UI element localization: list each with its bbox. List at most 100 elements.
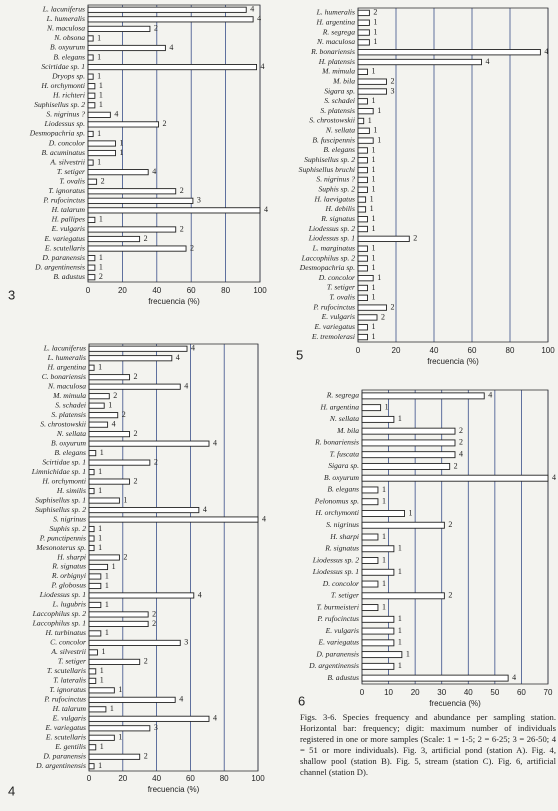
abundance-label: 1 (398, 567, 402, 576)
bar (357, 284, 368, 292)
bar (88, 677, 97, 684)
abundance-label: 1 (372, 322, 376, 331)
bar (88, 488, 95, 495)
category-label: S. nigrinus ? (46, 110, 85, 119)
category-label: S. platensis (51, 410, 86, 419)
bar (88, 601, 102, 609)
bar (88, 582, 102, 590)
abundance-label: 1 (398, 414, 402, 423)
category-label: Sigara sp. (324, 86, 355, 95)
category-label: Dryops sp. (51, 71, 85, 80)
category-label: A. silvestrii (49, 157, 85, 166)
category-label: Suphisellus bruchi (299, 165, 355, 174)
abundance-label: 2 (154, 24, 158, 33)
category-label: Laccophilus sp. 2 (32, 609, 87, 618)
bar (88, 744, 97, 751)
abundance-label: 4 (459, 450, 463, 459)
bar (357, 245, 368, 252)
abundance-label: 2 (113, 391, 117, 400)
category-label: Liodessus sp. 1 (308, 234, 355, 243)
bar (357, 265, 368, 272)
bar (357, 29, 370, 36)
category-label: R. signatus (324, 544, 359, 553)
x-tick-label: 20 (392, 346, 401, 355)
category-label: T. setiger (58, 657, 86, 666)
abundance-label: 2 (144, 234, 148, 243)
abundance-label: 1 (105, 628, 109, 637)
bar (87, 44, 166, 52)
abundance-label: 1 (118, 733, 122, 742)
abundance-label: 1 (398, 638, 402, 647)
category-label: L. humeralis (47, 353, 86, 362)
category-label: S. schadei (55, 400, 86, 409)
category-label: D. argentinensis (35, 761, 86, 770)
category-label: T. setiger (331, 591, 359, 600)
x-tick-label: 50 (490, 688, 499, 697)
category-label: H. orchymonti (314, 508, 359, 517)
abundance-label: 1 (99, 253, 103, 262)
bar (88, 516, 259, 523)
category-label: T. setiger (57, 167, 85, 176)
bar (361, 627, 395, 635)
abundance-label: 2 (134, 429, 138, 438)
category-label: Laccophilus sp. 1 (32, 619, 86, 628)
abundance-label: 4 (488, 391, 492, 400)
category-label: R. segrega (322, 27, 355, 36)
abundance-label: 2 (373, 8, 377, 17)
category-label: B. oxyurum (324, 473, 360, 482)
bar (87, 264, 96, 271)
category-label: N. sellata (329, 414, 359, 423)
bar (87, 73, 94, 80)
bar (88, 649, 98, 656)
abundance-label: 2 (134, 476, 138, 485)
abundance-label: 1 (98, 486, 102, 495)
category-label: S. nigrinus (326, 520, 359, 529)
bar (357, 196, 367, 203)
figure-number: 3 (8, 287, 15, 302)
abundance-label: 1 (123, 495, 127, 504)
x-tick-label: 30 (437, 688, 446, 697)
bar (87, 178, 98, 185)
bar (357, 333, 368, 341)
abundance-label: 1 (382, 485, 386, 494)
bar (87, 64, 258, 71)
abundance-label: 1 (372, 214, 376, 223)
bar (357, 324, 368, 331)
category-label: E. scutellaris (45, 733, 86, 742)
bar (361, 557, 379, 564)
bar (357, 9, 370, 17)
category-label: M. mimula (321, 67, 355, 76)
abundance-label: 1 (97, 157, 101, 166)
category-label: Desmopachria sp. (299, 263, 355, 272)
bar (88, 393, 110, 400)
bar (361, 498, 379, 506)
bar (87, 16, 254, 23)
abundance-label: 1 (409, 508, 413, 517)
x-tick-label: 40 (152, 286, 161, 295)
bar (361, 510, 405, 517)
category-label: L. humeralis (316, 8, 355, 17)
bar (88, 563, 109, 571)
abundance-label: 1 (406, 649, 410, 658)
category-label: E. vulgaris (51, 224, 85, 233)
bar (87, 35, 94, 42)
abundance-label: 1 (97, 71, 101, 80)
bar (87, 102, 96, 109)
category-label: T. ignoratus (48, 186, 85, 195)
category-label: T. ignoratus (49, 685, 86, 694)
abundance-label: 1 (112, 562, 116, 571)
abundance-label: 1 (118, 685, 122, 694)
bar (88, 611, 149, 618)
category-label: H. argentina (315, 17, 355, 26)
category-label: Suphisellus sp. 2 (35, 505, 86, 514)
x-tick-label: 40 (430, 346, 439, 355)
x-tick-label: 0 (86, 286, 91, 295)
category-label: R. signatus (51, 562, 86, 571)
bar (361, 651, 403, 659)
abundance-label: 4 (198, 590, 202, 599)
abundance-label: 2 (154, 457, 158, 466)
bar (88, 668, 97, 675)
category-label: S. platensis (320, 106, 355, 115)
abundance-label: 1 (372, 293, 376, 302)
